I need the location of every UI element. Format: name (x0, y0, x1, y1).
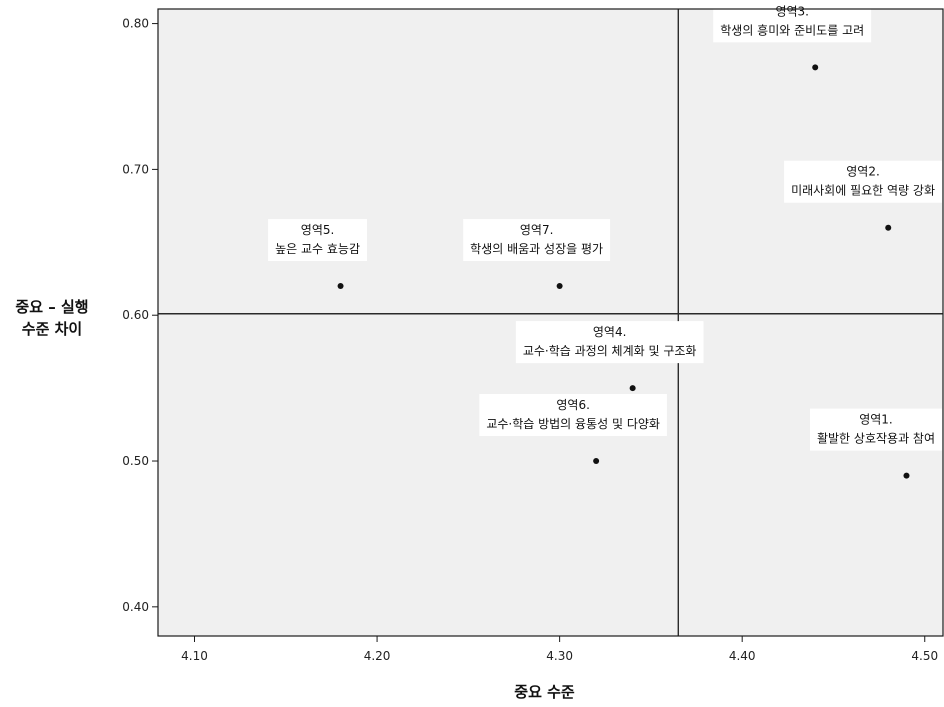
point-label: 영역6. 교수·학습 방법의 융통성 및 다양화 (479, 394, 667, 437)
data-point (812, 64, 819, 71)
x-tick-label: 4.50 (911, 649, 938, 663)
label-background (268, 219, 368, 262)
x-tick-label: 4.30 (546, 649, 573, 663)
y-tick-label: 0.70 (122, 162, 149, 176)
point-label-title: 영역3. (775, 4, 809, 18)
label-background (784, 160, 942, 203)
y-axis-title-line-1: 중요 – 실행 (15, 298, 88, 316)
point-label-desc: 학생의 배움과 성장을 평가 (470, 242, 603, 256)
point-label: 영역7. 학생의 배움과 성장을 평가 (463, 219, 611, 262)
point-label-desc: 높은 교수 효능감 (275, 242, 360, 256)
point-label: 영역5. 높은 교수 효능감 (268, 219, 368, 262)
label-background (713, 0, 872, 43)
point-label-desc: 교수·학습 과정의 체계화 및 구조화 (523, 344, 697, 358)
y-axis-title-line-2: 수준 차이 (22, 320, 82, 338)
point-label: 영역2. 미래사회에 필요한 역량 강화 (784, 160, 942, 203)
point-label-title: 영역5. (301, 223, 335, 237)
point-label-desc: 학생의 흥미와 준비도를 고려 (720, 23, 864, 37)
point-label-title: 영역1. (859, 413, 893, 427)
data-point (629, 385, 636, 392)
point-label-title: 영역2. (846, 165, 880, 179)
point-label-title: 영역4. (593, 325, 627, 339)
data-point (903, 472, 910, 479)
x-tick-label: 4.20 (364, 649, 391, 663)
label-background (463, 219, 611, 262)
y-tick-label: 0.80 (122, 17, 149, 31)
point-label: 영역3. 학생의 흥미와 준비도를 고려 (713, 0, 872, 43)
plot-frame (157, 8, 944, 637)
x-tick-label: 4.40 (729, 649, 756, 663)
x-tick-label: 4.10 (181, 649, 208, 663)
y-tick-label: 0.40 (122, 600, 149, 614)
point-label: 영역4. 교수·학습 과정의 체계화 및 구조화 (515, 321, 704, 364)
data-point (337, 283, 344, 290)
point-label-desc: 미래사회에 필요한 역량 강화 (791, 184, 935, 198)
y-tick-label: 0.60 (122, 308, 149, 322)
data-point (556, 283, 563, 290)
point-label-desc: 활발한 상호작용과 참여 (817, 432, 935, 446)
point-label: 영역1. 활발한 상호작용과 참여 (809, 408, 942, 451)
label-background (809, 408, 942, 451)
point-label-title: 영역6. (556, 398, 590, 412)
data-point (885, 224, 892, 231)
point-label-title: 영역7. (520, 223, 554, 237)
data-point (593, 458, 600, 465)
y-tick-label: 0.50 (122, 454, 149, 468)
label-background (515, 321, 704, 364)
label-background (479, 394, 667, 437)
x-axis-title: 중요 수준 (514, 683, 575, 701)
point-label-desc: 교수·학습 방법의 융통성 및 다양화 (486, 417, 660, 431)
